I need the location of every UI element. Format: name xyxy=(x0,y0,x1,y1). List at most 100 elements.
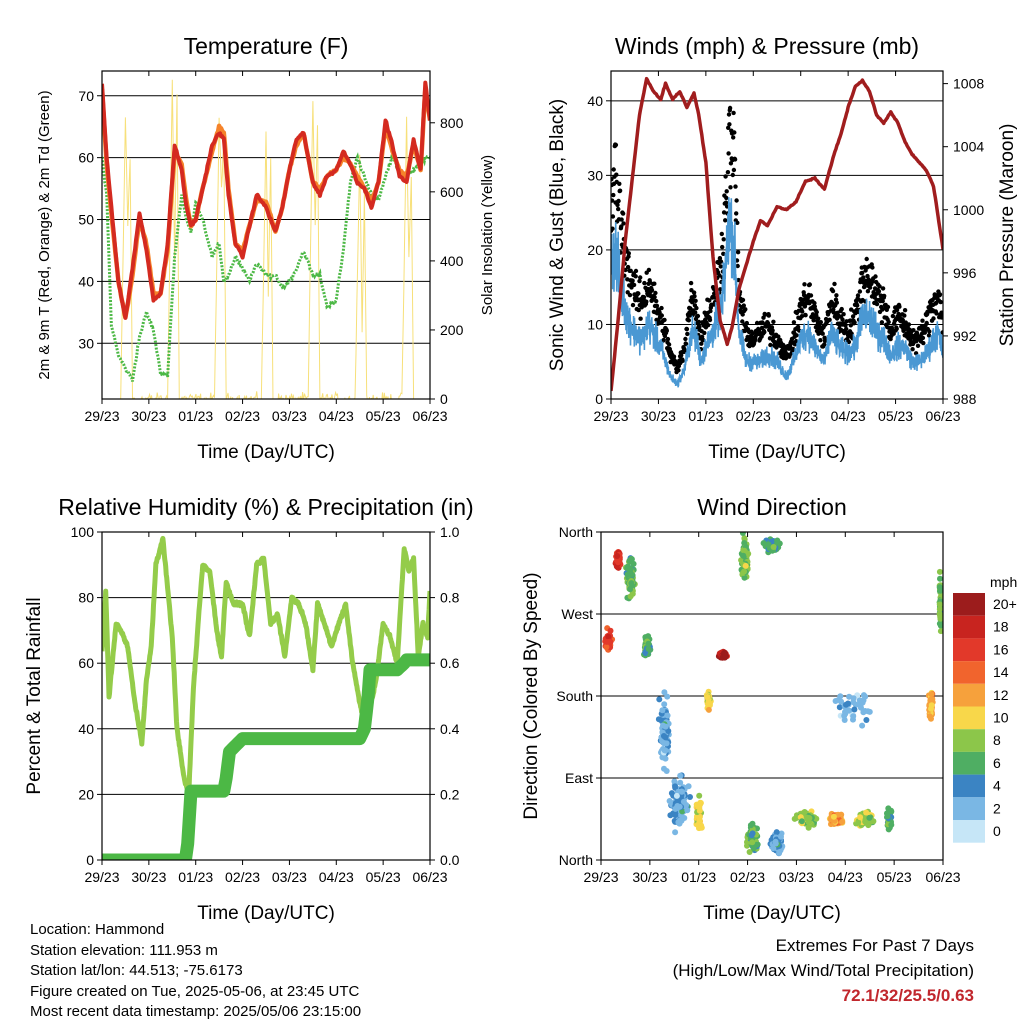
colorbar-swatch xyxy=(953,638,985,662)
direction-point xyxy=(927,696,934,703)
direction-point xyxy=(852,701,859,708)
gust-point xyxy=(625,264,631,270)
gust-point xyxy=(732,130,737,135)
gust-point xyxy=(696,319,702,325)
gust-point xyxy=(762,312,768,317)
direction-point xyxy=(684,807,691,814)
chart-panel-1: Temperature (F) Time (Day/UTC) 2m & 9m T (… xyxy=(36,33,496,463)
direction-point xyxy=(839,819,845,825)
gust-point xyxy=(654,303,660,308)
direction-point xyxy=(687,794,693,800)
direction-point xyxy=(846,693,853,700)
gust-point xyxy=(732,157,738,162)
gust-point xyxy=(702,330,707,336)
gust-point xyxy=(615,202,620,208)
gust-point xyxy=(611,214,616,219)
direction-point xyxy=(866,814,873,821)
gust-point xyxy=(886,319,891,325)
x-tick-label: 06/23 xyxy=(412,408,447,424)
gust-point xyxy=(754,320,760,326)
gust-point xyxy=(693,298,698,303)
x-tick-label: 03/23 xyxy=(272,408,307,424)
chart-title: Winds (mph) & Pressure (mb) xyxy=(615,33,919,59)
y-axis: 0 10 20 30 40 xyxy=(587,93,943,407)
y-tick-label: 60 xyxy=(78,150,94,166)
direction-point xyxy=(740,552,747,559)
colorbar-swatch xyxy=(953,774,985,798)
colorbar-label: 8 xyxy=(993,732,1001,748)
gust-point xyxy=(800,309,805,314)
direction-cluster xyxy=(884,805,895,833)
gust-point xyxy=(940,312,943,317)
gust-point xyxy=(794,333,799,338)
gust-point xyxy=(727,122,732,127)
x-axis-label: Time (Day/UTC) xyxy=(197,903,335,924)
direction-point xyxy=(863,809,870,816)
colorbar-title: mph xyxy=(990,574,1017,590)
direction-point xyxy=(776,850,783,856)
chart-title: Wind Direction xyxy=(697,494,847,520)
direction-point xyxy=(859,722,866,729)
gust-point xyxy=(750,331,755,336)
gust-point xyxy=(790,346,796,352)
gust-point xyxy=(671,354,677,359)
gust-point xyxy=(707,298,712,303)
direction-point xyxy=(750,845,757,852)
direction-point xyxy=(694,821,701,828)
location-text: Location: Hammond xyxy=(30,921,165,938)
gust-point xyxy=(850,314,856,319)
gust-point xyxy=(617,181,622,186)
gust-point xyxy=(766,313,771,318)
direction-point xyxy=(801,809,808,815)
y-tick-label: West xyxy=(561,606,593,622)
x-axis-label: Time (Day/UTC) xyxy=(703,903,841,924)
gust-point xyxy=(699,334,705,339)
gust-point xyxy=(621,221,626,226)
x-tick-label: 02/23 xyxy=(736,408,771,424)
pressure-line xyxy=(611,76,943,392)
direction-point xyxy=(742,562,749,569)
direction-point xyxy=(936,606,943,613)
gust-point xyxy=(724,195,729,201)
direction-point xyxy=(672,812,679,819)
temperature-series xyxy=(102,79,430,399)
gust-point xyxy=(926,333,932,338)
direction-point xyxy=(850,713,857,720)
gust-point xyxy=(874,301,880,307)
gust-point xyxy=(864,256,869,262)
y2-tick-label: 800 xyxy=(440,115,464,131)
gust-point xyxy=(659,313,664,318)
gust-point xyxy=(812,300,817,306)
gust-point xyxy=(894,307,900,313)
gust-point xyxy=(741,303,746,308)
direction-point xyxy=(664,693,671,700)
colorbar-swatch xyxy=(953,615,985,639)
gust-point xyxy=(840,317,845,322)
colorbar-swatch xyxy=(953,683,985,707)
direction-cluster xyxy=(715,648,730,661)
y2-tick-label: 0 xyxy=(440,391,448,407)
direction-cluster xyxy=(853,808,877,829)
direction-point xyxy=(937,615,943,622)
gust-point xyxy=(900,317,905,323)
direction-point xyxy=(850,695,857,702)
gust-point xyxy=(631,282,637,288)
direction-point xyxy=(672,829,679,836)
y-axis: 0 20 40 60 80 100 xyxy=(71,524,430,868)
x-tick-label: 01/23 xyxy=(688,408,723,424)
direction-point xyxy=(888,808,895,815)
x-axis: 29/23 30/23 01/23 02/23 03/23 04/23 05/23 06/23 xyxy=(583,532,961,885)
direction-point xyxy=(888,821,895,828)
gust-point xyxy=(924,320,929,326)
gust-point xyxy=(646,267,652,273)
y2-axis: 0 200 400 600 800 xyxy=(430,115,464,407)
y-tick-label: 40 xyxy=(78,721,94,737)
extremes-value: 72.1/32/25.5/0.63 xyxy=(841,986,974,1005)
gust-point xyxy=(649,288,655,293)
direction-point xyxy=(665,728,672,734)
gust-point xyxy=(938,299,943,305)
gust-point xyxy=(627,292,633,298)
direction-point xyxy=(680,798,687,805)
direction-cluster xyxy=(738,532,752,581)
direction-point xyxy=(705,706,712,713)
